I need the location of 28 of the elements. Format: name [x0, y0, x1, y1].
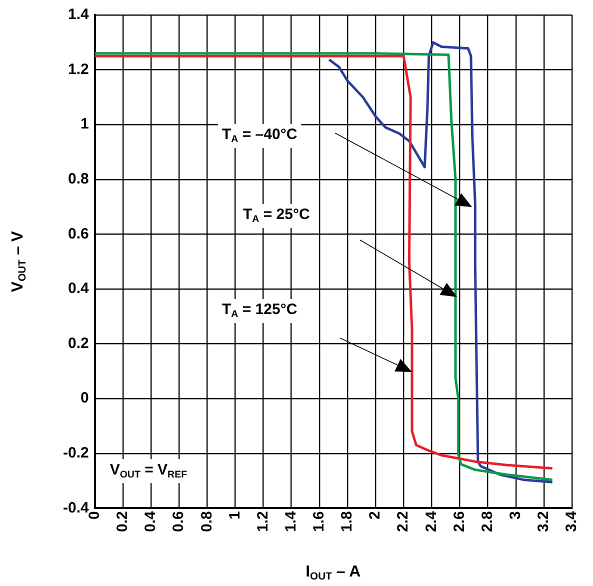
x-tick-label: 1.6: [310, 511, 328, 532]
x-tick-label: 1: [226, 511, 244, 520]
y-tick-label: 0: [80, 390, 89, 407]
y-tick-label: 0.4: [68, 280, 90, 298]
y-tick-label: 1: [80, 116, 89, 133]
x-tick-label: 2.2: [394, 511, 412, 532]
x-tick-label: 2.4: [422, 510, 440, 532]
y-tick-label: 0.6: [68, 225, 89, 242]
x-tick-label: 0.4: [142, 510, 160, 532]
x-tick-label: 3.2: [535, 511, 552, 532]
x-tick-label: 0.8: [198, 511, 216, 532]
y-axis-title: VOUT – V: [9, 230, 29, 292]
y-tick-label: -0.4: [62, 499, 90, 516]
x-tick-label: 0.6: [170, 511, 188, 532]
x-tick-label: 1.4: [282, 510, 300, 532]
x-tick-label: 2.6: [450, 511, 468, 532]
x-tick-label: 1.2: [254, 511, 272, 532]
x-tick-label: 3.4: [563, 510, 580, 532]
y-tick-label: 0.2: [68, 334, 89, 352]
y-tick-label: -0.2: [62, 444, 89, 462]
y-tick-label: 0.8: [68, 170, 89, 188]
x-tick-label: 1.8: [338, 511, 356, 532]
x-tick-label: 3: [507, 511, 524, 520]
y-tick-label: 1.2: [68, 60, 89, 78]
y-tick-label: 1.4: [68, 6, 90, 24]
x-tick-label: 2.8: [478, 511, 496, 532]
x-tick-label: 0.2: [114, 511, 132, 532]
x-tick-label: 2: [366, 511, 384, 520]
